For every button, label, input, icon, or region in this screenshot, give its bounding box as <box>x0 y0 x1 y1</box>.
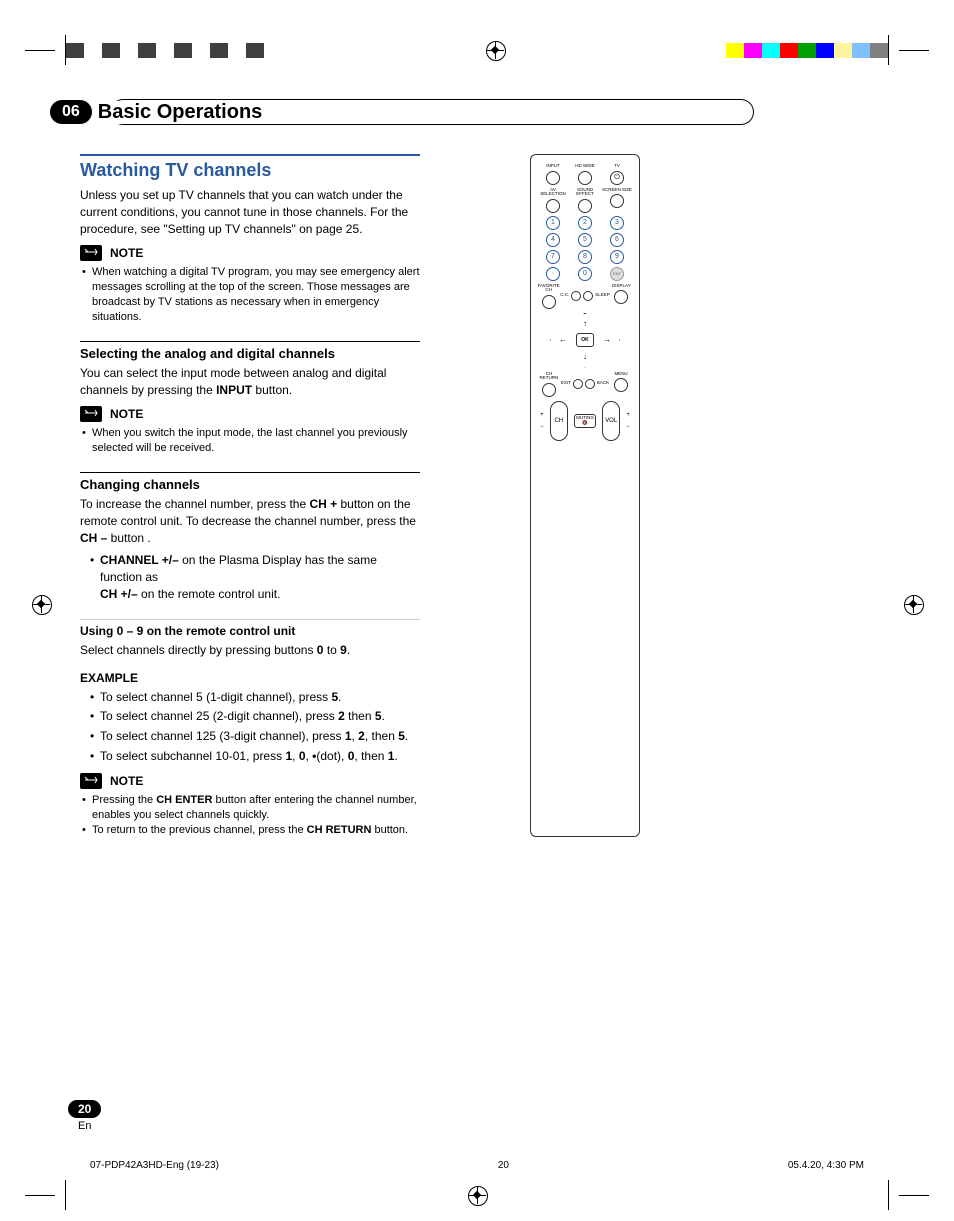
example-item: To select channel 5 (1-digit channel), p… <box>90 689 420 706</box>
num-8-button: 8 <box>578 250 592 264</box>
example-item: To select channel 25 (2-digit channel), … <box>90 708 420 725</box>
down-arrow-icon: ↓ <box>583 353 587 361</box>
num-2-button: 2 <box>578 216 592 230</box>
note-icon <box>80 245 102 261</box>
up-arrow-icon: ↑ <box>583 320 587 328</box>
dpad: OK ↑ ↓ ← → <box>550 313 620 368</box>
note-bullet: Pressing the CH ENTER button after enter… <box>82 793 420 823</box>
note-text: When you switch the input mode, the last… <box>82 426 420 456</box>
back-button <box>585 379 595 389</box>
footer: 07-PDP42A3HD-Eng (19-23) 20 05.4.20, 4:3… <box>90 1160 864 1171</box>
note-label: NOTE <box>110 407 143 421</box>
page-number: 20 <box>68 1100 101 1118</box>
remote-control-diagram: INPUT HD WIDE TV⏻ AV SELECTION SOUND EFF… <box>530 154 640 837</box>
note-icon <box>80 406 102 422</box>
tv-power-button: ⏻ <box>610 171 624 185</box>
sleep-button <box>583 291 593 301</box>
hdwide-button <box>578 171 592 185</box>
num-·-button: · <box>546 267 560 281</box>
muting-button: MUTING🔇 <box>574 414 596 428</box>
change-paragraph: To increase the channel number, press th… <box>80 496 420 546</box>
example-list: To select channel 5 (1-digit channel), p… <box>80 689 420 765</box>
num-0-button: 0 <box>578 267 592 281</box>
ok-button: OK <box>576 333 594 347</box>
page-number-block: 20 En <box>68 1100 101 1132</box>
num-ENT-button: ENT <box>610 267 624 281</box>
left-arrow-icon: ← <box>559 336 567 344</box>
num-3-button: 3 <box>610 216 624 230</box>
subsection-heading: Using 0 – 9 on the remote control unit <box>80 619 420 638</box>
using-paragraph: Select channels directly by pressing but… <box>80 642 420 659</box>
subsection-heading: Changing channels <box>80 472 420 492</box>
menu-button <box>614 378 628 392</box>
bullet: CHANNEL +/– on the Plasma Display has th… <box>90 552 420 602</box>
num-7-button: 7 <box>546 250 560 264</box>
footer-date: 05.4.20, 4:30 PM <box>788 1160 864 1171</box>
num-5-button: 5 <box>578 233 592 247</box>
note-icon <box>80 773 102 789</box>
select-paragraph: You can select the input mode between an… <box>80 365 420 399</box>
chapter-header: 06 Basic Operations <box>80 100 874 124</box>
subsection-heading: Selecting the analog and digital channel… <box>80 341 420 361</box>
intro-paragraph: Unless you set up TV channels that you c… <box>80 187 420 237</box>
chreturn-button <box>542 383 556 397</box>
note-text: When watching a digital TV program, you … <box>82 265 420 324</box>
num-9-button: 9 <box>610 250 624 264</box>
section-heading: Watching TV channels <box>80 154 420 181</box>
main-text-column: Watching TV channels Unless you set up T… <box>80 154 420 837</box>
footer-page: 20 <box>498 1160 509 1171</box>
registration-mark-bottom <box>468 1186 486 1204</box>
num-4-button: 4 <box>546 233 560 247</box>
page-language: En <box>78 1120 101 1132</box>
sound-button <box>578 199 592 213</box>
note-label: NOTE <box>110 246 143 260</box>
crop-marks-bottom <box>0 1180 954 1210</box>
example-heading: EXAMPLE <box>80 671 420 685</box>
fav-button <box>542 295 556 309</box>
example-item: To select subchannel 10-01, press 1, 0, … <box>90 748 420 765</box>
right-arrow-icon: → <box>603 336 611 344</box>
footer-file: 07-PDP42A3HD-Eng (19-23) <box>90 1160 219 1171</box>
screensize-button <box>610 194 624 208</box>
example-item: To select channel 125 (3-digit channel),… <box>90 728 420 745</box>
num-6-button: 6 <box>610 233 624 247</box>
ch-rocker: CH <box>550 401 568 441</box>
note-bullet: To return to the previous channel, press… <box>82 823 420 838</box>
avsel-button <box>546 199 560 213</box>
exit-button <box>573 379 583 389</box>
cc-button <box>571 291 581 301</box>
vol-rocker: VOL <box>602 401 620 441</box>
note-label: NOTE <box>110 774 143 788</box>
input-button <box>546 171 560 185</box>
num-1-button: 1 <box>546 216 560 230</box>
display-button <box>614 290 628 304</box>
chapter-title: Basic Operations <box>98 101 263 123</box>
chapter-number: 06 <box>50 100 92 124</box>
